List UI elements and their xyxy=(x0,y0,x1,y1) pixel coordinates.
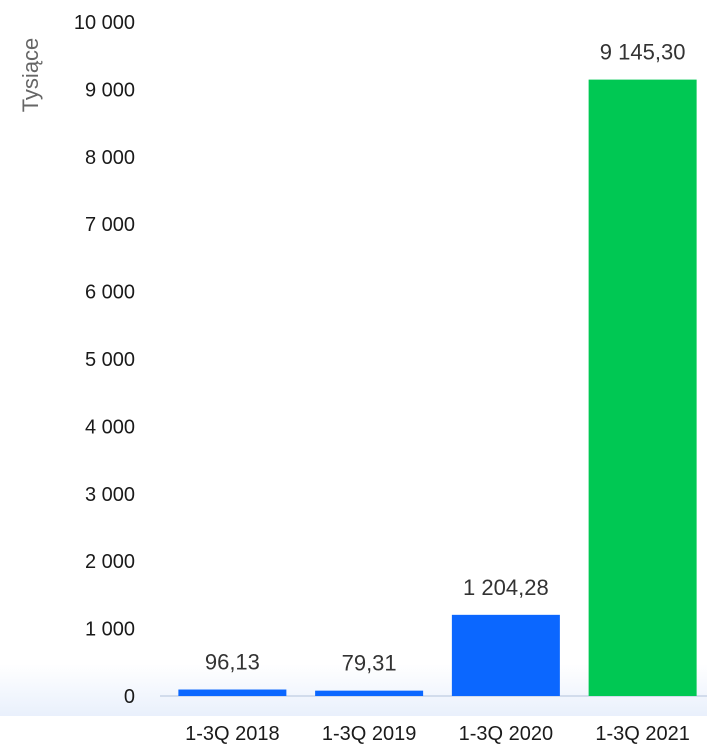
y-tick-label: 1 000 xyxy=(85,619,135,641)
y-tick-label: 6 000 xyxy=(85,282,135,304)
x-tick-label: 1-3Q 2021 xyxy=(595,723,690,745)
bar xyxy=(178,689,287,696)
x-tick-label: 1-3Q 2019 xyxy=(322,723,417,745)
y-tick-label: 3 000 xyxy=(85,484,135,506)
y-tick-label: 5 000 xyxy=(85,349,135,371)
x-tick-label: 1-3Q 2018 xyxy=(185,723,280,745)
bar xyxy=(315,690,424,696)
bar xyxy=(588,79,697,696)
y-tick-label: 2 000 xyxy=(85,551,135,573)
value-labels: 96,13 79,31 1 204,28 9 145,30 xyxy=(205,40,686,676)
y-axis-title: Tysiące xyxy=(18,38,43,113)
y-tick-label: 10 000 xyxy=(74,12,135,34)
x-tick-label: 1-3Q 2020 xyxy=(459,723,554,745)
bar-value-label: 96,13 xyxy=(205,650,260,675)
x-axis-labels: 1-3Q 2018 1-3Q 2019 1-3Q 2020 1-3Q 2021 xyxy=(185,723,690,745)
y-tick-label: 8 000 xyxy=(85,147,135,169)
y-tick-label: 9 000 xyxy=(85,79,135,101)
y-axis-ticks: 0 1 000 2 000 3 000 4 000 5 000 6 000 7 000 8 00… xyxy=(74,12,135,708)
bar xyxy=(451,614,560,696)
y-tick-label: 0 xyxy=(124,686,135,708)
bar-value-label: 79,31 xyxy=(342,651,397,676)
bar-value-label: 9 145,30 xyxy=(600,40,686,65)
bar-value-label: 1 204,28 xyxy=(463,575,549,600)
y-tick-label: 7 000 xyxy=(85,214,135,236)
bars-group xyxy=(178,79,697,696)
y-tick-label: 4 000 xyxy=(85,416,135,438)
